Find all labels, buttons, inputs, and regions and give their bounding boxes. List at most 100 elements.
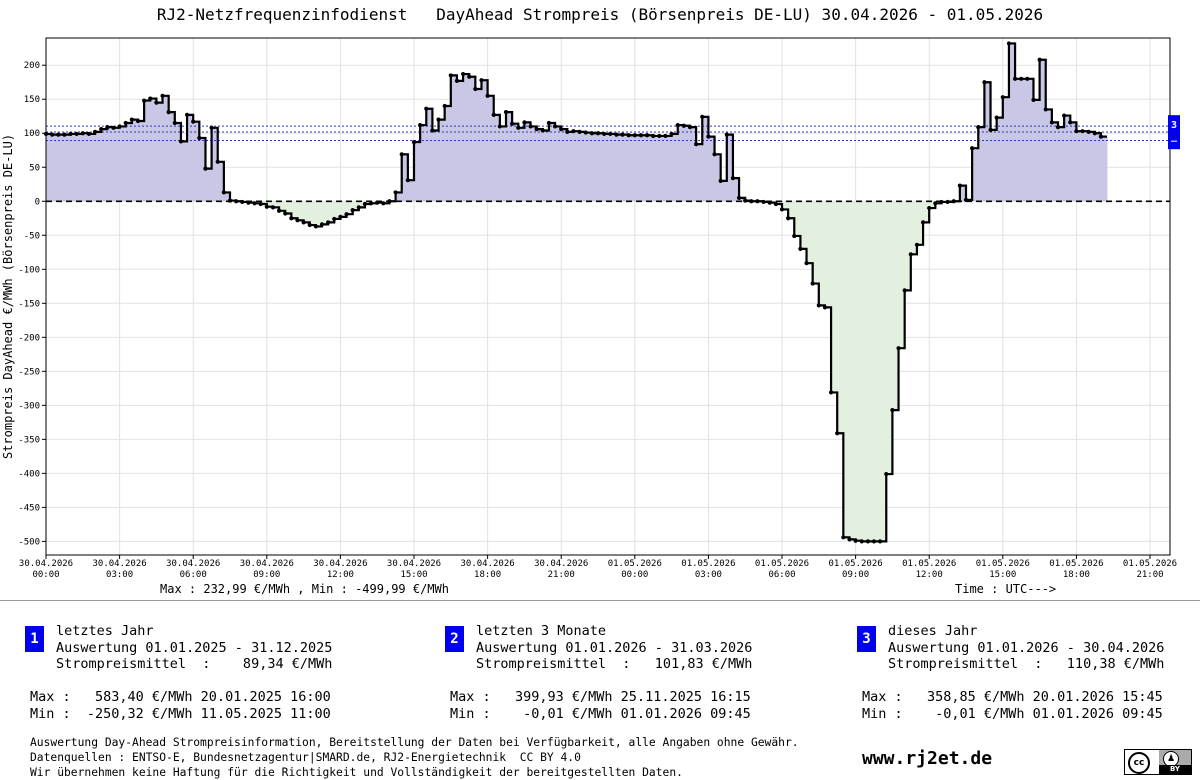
x-tick-time: 06:00 xyxy=(180,570,207,580)
positive-area-segment xyxy=(726,134,734,202)
negative-area-segment xyxy=(794,201,801,236)
price-point xyxy=(614,132,619,137)
price-point xyxy=(632,133,637,138)
price-point xyxy=(344,212,349,217)
x-tick-time: 00:00 xyxy=(32,570,59,580)
price-point xyxy=(467,74,472,79)
area-fills xyxy=(46,43,1108,542)
cc-by-license-badge[interactable]: cc ♟ BY xyxy=(1124,749,1192,775)
panel-1-max: Max : 583,40 €/MWh 20.01.2025 16:00 xyxy=(30,689,331,705)
price-point xyxy=(804,261,809,266)
positive-area-segment xyxy=(604,133,611,202)
negative-area-segment xyxy=(352,201,360,211)
negative-area-segment xyxy=(867,201,875,542)
price-point xyxy=(203,166,208,171)
price-point xyxy=(841,535,846,540)
positive-area-segment xyxy=(1082,131,1090,202)
positive-area-segment xyxy=(1045,109,1053,202)
price-point xyxy=(675,122,680,128)
negative-area-segment xyxy=(812,201,820,284)
positive-area-segment xyxy=(585,132,593,202)
price-point xyxy=(1049,120,1054,125)
price-point xyxy=(295,218,300,223)
positive-area-segment xyxy=(990,129,998,202)
axes xyxy=(42,37,1180,559)
negative-area-segment xyxy=(904,201,912,291)
price-point xyxy=(160,93,165,98)
positive-area-segment xyxy=(499,126,507,202)
chart-title: RJ2-Netzfrequenzinfodienst DayAhead Stro… xyxy=(156,5,1044,24)
price-point xyxy=(258,201,263,207)
positive-area-segment xyxy=(113,127,120,202)
price-point xyxy=(970,146,975,151)
price-point xyxy=(442,103,447,109)
price-point xyxy=(657,133,662,139)
price-point xyxy=(559,127,564,132)
negative-area-segment xyxy=(910,201,918,255)
positive-area-segment xyxy=(125,123,133,202)
positive-area-segment xyxy=(634,135,642,202)
negative-area-segment xyxy=(272,201,280,208)
price-point xyxy=(896,346,901,351)
positive-area-segment xyxy=(211,127,219,202)
price-point xyxy=(908,252,913,257)
price-point xyxy=(270,205,276,210)
positive-area-segment xyxy=(1021,78,1028,202)
panel-3-mean: Strompreismittel : 110,38 €/MWh xyxy=(888,656,1165,672)
negative-area-segment xyxy=(303,201,311,223)
positive-area-segment xyxy=(46,133,53,202)
price-point xyxy=(792,233,797,239)
price-point xyxy=(730,176,736,181)
website-link[interactable]: www.rj2et.de xyxy=(862,748,993,769)
positive-area-segment xyxy=(156,102,163,202)
panel-2-range: Auswertung 01.01.2026 - 31.03.2026 xyxy=(476,640,753,656)
x-tick-date: 30.04.2026 xyxy=(461,559,515,569)
positive-area-segment xyxy=(1033,99,1040,202)
price-point xyxy=(418,122,423,128)
price-point xyxy=(62,132,67,137)
positive-area-segment xyxy=(1064,115,1071,202)
price-point xyxy=(166,110,171,115)
positive-area-segment xyxy=(524,122,531,202)
price-point xyxy=(963,197,969,203)
price-point xyxy=(608,131,613,137)
positive-area-segment xyxy=(683,125,691,202)
price-point xyxy=(718,178,723,183)
negative-area-segment xyxy=(279,201,286,211)
negative-area-segment xyxy=(843,201,850,538)
price-point xyxy=(56,132,61,137)
negative-area-segment xyxy=(831,201,838,393)
positive-area-segment xyxy=(567,131,574,202)
price-point xyxy=(68,131,73,137)
positive-area-segment xyxy=(548,123,556,202)
negative-area-segment xyxy=(855,201,863,541)
price-point xyxy=(749,199,754,204)
negative-area-segment xyxy=(358,201,366,208)
positive-area-segment xyxy=(506,112,513,202)
positive-area-segment xyxy=(95,131,102,202)
price-point xyxy=(816,303,821,308)
x-tick-time: 15:00 xyxy=(400,570,427,580)
price-point xyxy=(1000,95,1005,100)
price-point xyxy=(687,125,693,130)
negative-area-segment xyxy=(916,201,924,245)
price-point xyxy=(835,431,840,436)
price-point xyxy=(1006,41,1012,46)
price-point xyxy=(773,201,778,207)
positive-area-segment xyxy=(622,134,630,202)
price-point xyxy=(663,133,668,139)
price-point xyxy=(700,114,705,120)
negative-area-segment xyxy=(260,201,268,204)
price-point xyxy=(890,408,895,413)
price-point xyxy=(301,220,306,225)
negative-area-segment xyxy=(824,201,832,308)
price-point xyxy=(178,139,184,144)
price-point xyxy=(485,93,490,98)
price-point xyxy=(1019,76,1024,81)
x-tick-time: 06:00 xyxy=(768,570,795,580)
y-axis-label: Strompreis DayAhead €/MWh (Börsenpreis D… xyxy=(1,134,15,459)
y-tick-label: -250 xyxy=(18,367,40,377)
panel-1-heading: letztes Jahr xyxy=(56,623,154,639)
price-point xyxy=(172,120,177,126)
plot-frame xyxy=(45,37,1171,556)
